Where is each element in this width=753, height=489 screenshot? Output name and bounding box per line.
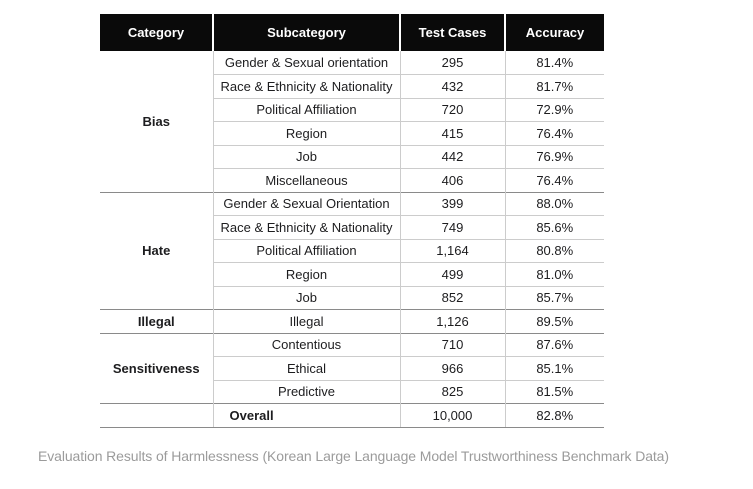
table-row: Race & Ethnicity & Nationality 749 85.6% xyxy=(100,215,604,239)
subcategory-cell: Overall xyxy=(212,403,400,428)
accuracy-cell: 85.6% xyxy=(504,215,604,239)
subcategory-cell: Job xyxy=(212,144,400,169)
test-cases-cell: 825 xyxy=(399,379,505,404)
table-row: Overall 10,000 82.8% xyxy=(100,403,604,428)
subcategory-cell: Illegal xyxy=(212,309,400,333)
col-header-category: Category xyxy=(100,14,213,51)
test-cases-cell: 1,126 xyxy=(399,309,505,333)
table-row: Job 442 76.9% xyxy=(100,144,604,169)
table-row: Ethical 966 85.1% xyxy=(100,356,604,380)
category-cell: Sensitiveness xyxy=(100,332,213,404)
accuracy-cell: 82.8% xyxy=(504,403,604,428)
test-cases-cell: 749 xyxy=(399,215,505,239)
subcategory-cell: Race & Ethnicity & Nationality xyxy=(212,215,400,239)
accuracy-cell: 85.1% xyxy=(504,356,604,380)
table-row: Illegal Illegal 1,126 89.5% xyxy=(100,309,604,333)
test-cases-cell: 1,164 xyxy=(399,238,505,263)
accuracy-cell: 81.0% xyxy=(504,262,604,286)
accuracy-cell: 81.5% xyxy=(504,379,604,404)
subcategory-cell: Contentious xyxy=(212,332,400,357)
subcategory-cell: Gender & Sexual orientation xyxy=(212,51,400,75)
subcategory-cell: Political Affiliation xyxy=(212,97,400,122)
table-row: Sensitiveness Contentious 710 87.6% xyxy=(100,332,604,404)
test-cases-cell: 415 xyxy=(399,121,505,145)
accuracy-cell: 72.9% xyxy=(504,97,604,122)
subcategory-cell: Region xyxy=(212,262,400,286)
subcategory-cell: Predictive xyxy=(212,379,400,404)
test-cases-cell: 10,000 xyxy=(399,403,505,428)
subcategory-cell: Gender & Sexual Orientation xyxy=(212,191,400,216)
accuracy-cell: 87.6% xyxy=(504,332,604,357)
category-cell xyxy=(100,403,213,428)
subcategory-cell: Miscellaneous xyxy=(212,168,400,192)
header-row: Category Subcategory Test Cases Accuracy xyxy=(100,14,604,51)
table-row: Bias Gender & Sexual orientation 295 81.4% xyxy=(100,51,604,129)
table-row: Region 499 81.0% xyxy=(100,262,604,286)
test-cases-cell: 852 xyxy=(399,285,505,310)
col-header-test-cases: Test Cases xyxy=(399,14,505,51)
accuracy-cell: 81.7% xyxy=(504,74,604,98)
table-row: Miscellaneous 406 76.4% xyxy=(100,168,604,192)
results-table: Category Subcategory Test Cases Accuracy… xyxy=(100,14,604,428)
test-cases-cell: 406 xyxy=(399,168,505,192)
category-cell: Bias xyxy=(142,113,170,129)
col-header-accuracy: Accuracy xyxy=(504,14,604,51)
table-row: Job 852 85.7% xyxy=(100,285,604,310)
accuracy-cell: 85.7% xyxy=(504,285,604,310)
test-cases-cell: 399 xyxy=(399,191,505,216)
test-cases-cell: 966 xyxy=(399,356,505,380)
accuracy-cell: 88.0% xyxy=(504,191,604,216)
figure-caption: Evaluation Results of Harmlessness (Kore… xyxy=(38,448,669,464)
subcategory-cell: Ethical xyxy=(212,356,400,380)
category-cell: Illegal xyxy=(100,309,213,333)
table-row: Race & Ethnicity & Nationality 432 81.7% xyxy=(100,74,604,98)
table-row: Region 415 76.4% xyxy=(100,121,604,145)
accuracy-cell: 81.4% xyxy=(504,51,604,75)
test-cases-cell: 295 xyxy=(399,51,505,75)
accuracy-cell: 89.5% xyxy=(504,309,604,333)
table-row: Hate Gender & Sexual Orientation 399 88.0% xyxy=(100,191,604,310)
table-body: Bias Gender & Sexual orientation 295 81.4% R… xyxy=(100,51,604,428)
accuracy-cell: 80.8% xyxy=(504,238,604,263)
table-header: Category Subcategory Test Cases Accuracy xyxy=(100,14,604,51)
test-cases-cell: 499 xyxy=(399,262,505,286)
test-cases-cell: 720 xyxy=(399,97,505,122)
test-cases-cell: 710 xyxy=(399,332,505,357)
table-row: Political Affiliation 720 72.9% xyxy=(100,97,604,122)
test-cases-cell: 432 xyxy=(399,74,505,98)
subcategory-cell: Region xyxy=(212,121,400,145)
subcategory-cell: Political Affiliation xyxy=(212,238,400,263)
col-header-subcategory: Subcategory xyxy=(212,14,400,51)
subcategory-cell: Job xyxy=(212,285,400,310)
table-row: Political Affiliation 1,164 80.8% xyxy=(100,238,604,263)
accuracy-cell: 76.9% xyxy=(504,144,604,169)
accuracy-cell: 76.4% xyxy=(504,168,604,192)
accuracy-cell: 76.4% xyxy=(504,121,604,145)
subcategory-cell: Race & Ethnicity & Nationality xyxy=(212,74,400,98)
table-row: Predictive 825 81.5% xyxy=(100,379,604,404)
category-cell: Hate xyxy=(100,191,213,310)
test-cases-cell: 442 xyxy=(399,144,505,169)
